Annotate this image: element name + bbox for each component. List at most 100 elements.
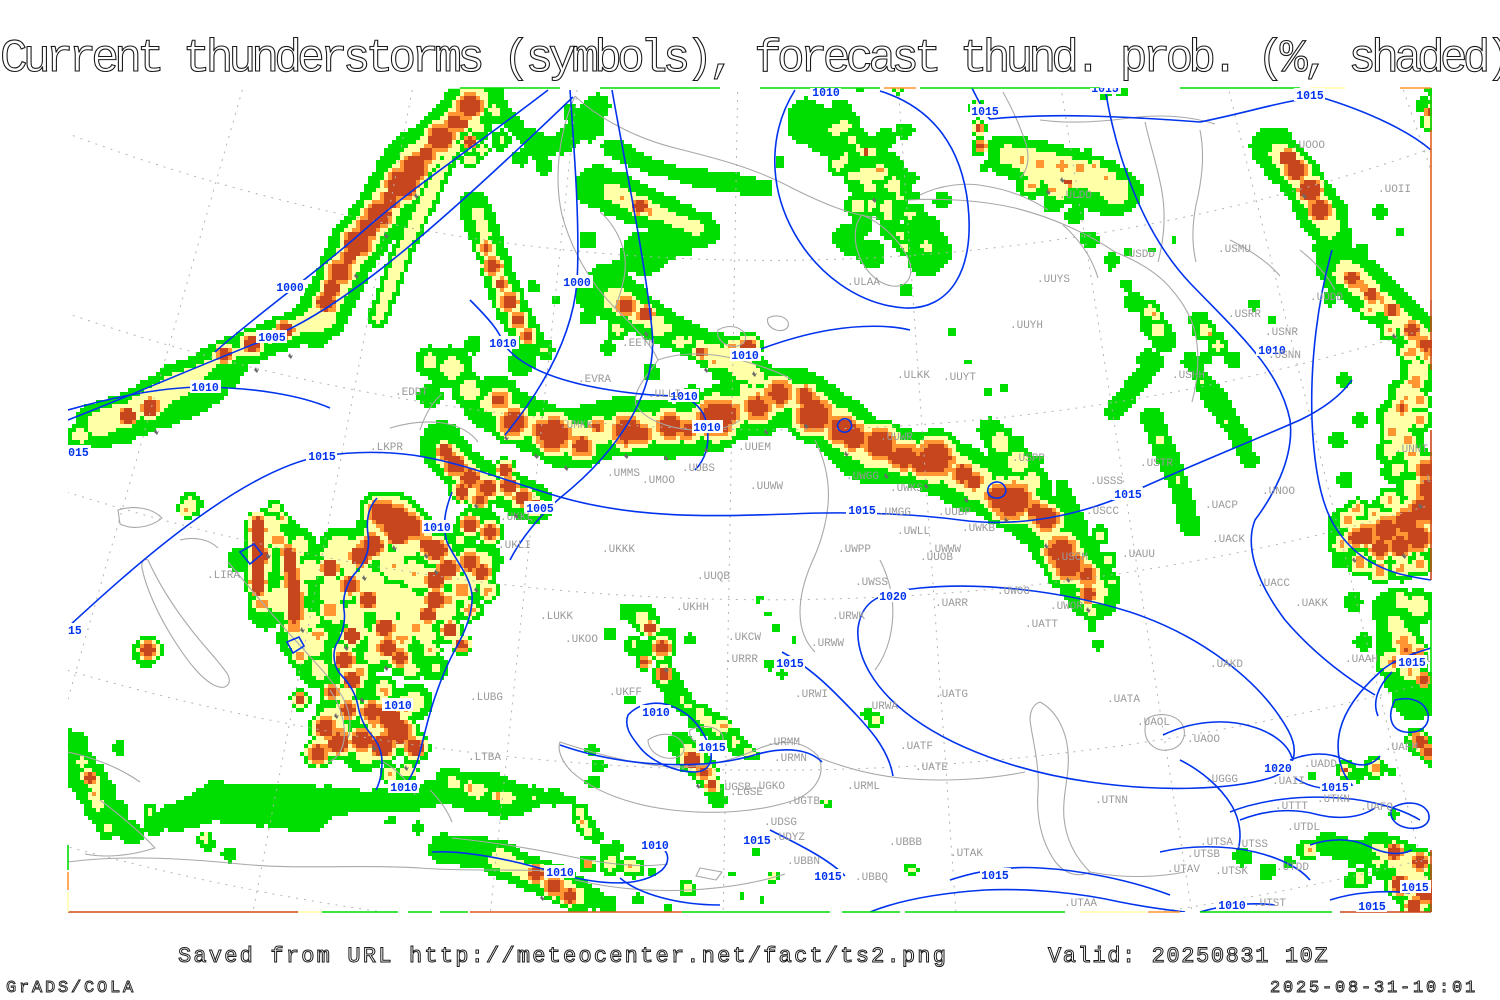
svg-text:1010: 1010 — [546, 867, 574, 880]
svg-text:.UTNN: .UTNN — [1095, 795, 1128, 807]
svg-text:1015: 1015 — [308, 451, 336, 464]
svg-text:.UAFQ: .UAFQ — [1360, 802, 1393, 814]
svg-text:.USHH: .USHH — [1172, 370, 1205, 382]
svg-text:1015: 1015 — [1398, 657, 1426, 670]
svg-text:.UGTB: .UGTB — [787, 796, 820, 808]
svg-text:.UWLL: .UWLL — [897, 526, 930, 538]
svg-text:1010: 1010 — [1218, 900, 1246, 913]
svg-text:.UATF: .UATF — [900, 741, 933, 753]
svg-text:.UDSG: .UDSG — [764, 817, 797, 829]
svg-text:1015: 1015 — [1114, 489, 1142, 502]
svg-text:.UTAA: .UTAA — [1064, 898, 1097, 910]
svg-text:.UTSB: .UTSB — [1187, 849, 1220, 861]
svg-text:.LUBG: .LUBG — [470, 692, 503, 704]
svg-text:1015: 1015 — [698, 742, 726, 755]
svg-text:.UMMS: .UMMS — [607, 468, 640, 480]
svg-text:1015: 1015 — [1296, 90, 1324, 103]
svg-text:.USDD: .USDD — [1122, 249, 1155, 261]
svg-text:.USRR: .USRR — [1228, 309, 1261, 321]
svg-text:1000: 1000 — [563, 277, 591, 290]
svg-text:.UNBB: .UNBB — [1420, 474, 1453, 486]
svg-text:1015: 1015 — [54, 625, 82, 638]
svg-text:.UAOO: .UAOO — [1187, 734, 1220, 746]
svg-text:1010: 1010 — [731, 350, 759, 363]
svg-text:.ULDD: .ULDD — [1059, 190, 1092, 202]
svg-text:.UUWW: .UUWW — [750, 481, 783, 493]
svg-text:1010: 1010 — [1258, 345, 1286, 358]
svg-text:1000: 1000 — [276, 282, 304, 295]
svg-text:.UAFM: .UAFM — [1385, 742, 1418, 754]
svg-text:.URWI: .URWI — [795, 689, 828, 701]
svg-text:.UKKK: .UKKK — [602, 544, 635, 556]
svg-text:.UUBS: .UUBS — [682, 463, 715, 475]
svg-text:1015: 1015 — [776, 658, 804, 671]
svg-text:.UKCW: .UKCW — [728, 632, 761, 644]
svg-text:.UAUU: .UAUU — [1122, 549, 1155, 561]
svg-text:.UTST: .UTST — [1253, 898, 1286, 910]
svg-text:.UWKS: .UWKS — [890, 483, 923, 495]
svg-text:.UWPP: .UWPP — [838, 544, 871, 556]
svg-text:.UDYZ: .UDYZ — [772, 832, 805, 844]
svg-text:.UNNT: .UNNT — [1395, 444, 1428, 456]
svg-text:.URRR: .URRR — [725, 654, 758, 666]
svg-text:.UTAK: .UTAK — [950, 848, 983, 860]
svg-text:1015: 1015 — [743, 835, 771, 848]
svg-text:1010: 1010 — [384, 700, 412, 713]
svg-text:.UTDD: .UTDD — [1276, 862, 1309, 874]
svg-text:.UOII: .UOII — [1378, 184, 1411, 196]
svg-text:.UTKN: .UTKN — [1317, 794, 1350, 806]
svg-text:.LUKK: .LUKK — [540, 611, 573, 623]
svg-text:.UMKK: .UMKK — [560, 420, 593, 432]
svg-text:1015: 1015 — [1401, 882, 1429, 895]
svg-text:.USCM: .USCM — [1055, 552, 1088, 564]
svg-text:1010: 1010 — [191, 382, 219, 395]
svg-text:.UWOR: .UWOR — [1050, 601, 1083, 613]
svg-text:.USTR: .USTR — [1140, 458, 1173, 470]
svg-text:.UWWW: .UWWW — [928, 544, 961, 556]
svg-text:.UAKK: .UAKK — [1295, 598, 1328, 610]
svg-text:.ULLI: .ULLI — [648, 389, 681, 401]
svg-text:.UUYH: .UUYH — [1010, 320, 1043, 332]
svg-text:.LIRA: .LIRA — [207, 570, 240, 582]
svg-text:.UWKB: .UWKB — [962, 523, 995, 535]
svg-text:.UADD: .UADD — [1304, 759, 1337, 771]
svg-text:.UBBB: .UBBB — [889, 837, 922, 849]
svg-text:Saved from URL http://meteocen: Saved from URL http://meteocenter.net/fa… — [178, 944, 948, 969]
svg-text:.USSS: .USSS — [1090, 476, 1123, 488]
svg-text:.UKOO: .UKOO — [565, 634, 598, 646]
svg-text:Valid: 20250831 10Z: Valid: 20250831 10Z — [1048, 944, 1329, 969]
svg-text:.EETN: .EETN — [622, 338, 655, 350]
svg-text:1015: 1015 — [981, 870, 1009, 883]
svg-text:.UACK: .UACK — [1212, 534, 1245, 546]
svg-text:.URWA: .URWA — [865, 701, 898, 713]
svg-text:.USNN: .USNN — [1268, 350, 1301, 362]
svg-text:.ULKK: .ULKK — [897, 370, 930, 382]
svg-text:.URMM: .URMM — [767, 737, 800, 749]
svg-text:.UWOO: .UWOO — [997, 586, 1030, 598]
svg-text:.UOOO: .UOOO — [1292, 140, 1325, 152]
svg-text:.USCC: .USCC — [1086, 506, 1119, 518]
svg-text:.UATE: .UATE — [915, 762, 948, 774]
svg-text:1010: 1010 — [693, 422, 721, 435]
svg-text:.UTSA: .UTSA — [1200, 837, 1233, 849]
svg-text:.UUOB: .UUOB — [920, 552, 953, 564]
svg-text:.URWK: .URWK — [832, 611, 865, 623]
svg-text:1020: 1020 — [879, 591, 907, 604]
svg-text:.URMN: .URMN — [774, 753, 807, 765]
svg-text:1015: 1015 — [1358, 901, 1386, 914]
svg-text:.UATT: .UATT — [1025, 619, 1058, 631]
svg-text:.EVRA: .EVRA — [578, 374, 611, 386]
svg-text:.UWGG: .UWGG — [846, 471, 879, 483]
svg-text:.UNOO: .UNOO — [1262, 486, 1295, 498]
svg-text:.UKLI: .UKLI — [498, 540, 531, 552]
svg-text:1010: 1010 — [489, 338, 517, 351]
svg-text:.UAII: .UAII — [1272, 776, 1305, 788]
svg-text:.USNR: .USNR — [1265, 327, 1298, 339]
svg-text:.UAKD: .UAKD — [1210, 659, 1243, 671]
svg-text:.UTSS: .UTSS — [1235, 839, 1268, 851]
svg-text:.EDDT: .EDDT — [395, 387, 428, 399]
svg-text:.UUYT: .UUYT — [943, 372, 976, 384]
svg-text:1015: 1015 — [1321, 782, 1349, 795]
svg-text:.UATA: .UATA — [1107, 694, 1140, 706]
svg-text:1010: 1010 — [642, 707, 670, 720]
